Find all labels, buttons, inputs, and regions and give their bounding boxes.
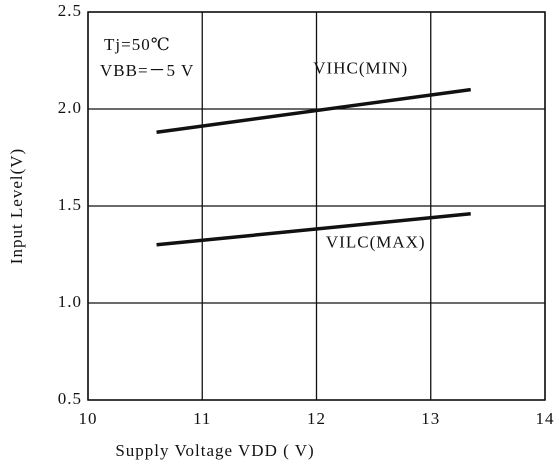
annotation: VBB=－5 V <box>100 61 194 80</box>
y-tick-label: 2.5 <box>58 1 82 20</box>
x-tick-label: 11 <box>193 409 211 428</box>
y-tick-label: 2.0 <box>58 98 82 117</box>
y-tick-label: 0.5 <box>58 389 82 408</box>
y-axis-label: Input Level(V) <box>7 148 26 264</box>
line <box>156 87 471 135</box>
series-label: VILC(MAX) <box>326 233 426 252</box>
x-tick-label: 10 <box>79 409 98 428</box>
series-label: VIHC(MIN) <box>313 59 408 78</box>
plot-frame <box>87 11 546 401</box>
x-tick-label: 14 <box>536 409 555 428</box>
x-axis-label: Supply Voltage VDD ( V) <box>115 441 314 460</box>
line <box>156 212 471 247</box>
annotation: Tj=50℃ <box>104 35 171 54</box>
x-tick-label: 12 <box>307 409 326 428</box>
y-tick-label: 1.5 <box>58 195 82 214</box>
x-tick-label: 13 <box>421 409 440 428</box>
y-tick-label: 1.0 <box>58 292 82 311</box>
